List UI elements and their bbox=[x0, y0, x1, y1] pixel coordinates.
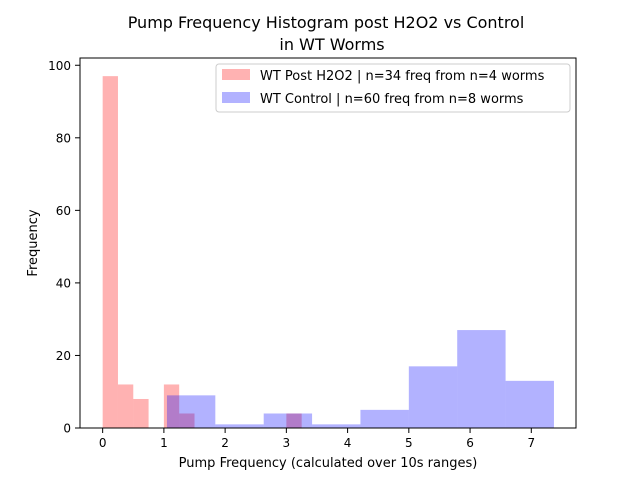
bar-series1-bin6 bbox=[457, 330, 506, 428]
bar-series1-bin7 bbox=[505, 380, 554, 428]
bars-layer bbox=[102, 76, 554, 428]
bar-series1-bin3 bbox=[312, 424, 361, 428]
y-tick-label-2: 40 bbox=[56, 276, 71, 290]
bar-series0-bin2 bbox=[133, 398, 149, 428]
bar-series0-bin5 bbox=[179, 413, 195, 428]
bar-series1-bin1 bbox=[215, 424, 264, 428]
bar-series1-bin4 bbox=[360, 409, 409, 428]
y-tick-label-5: 100 bbox=[48, 59, 71, 73]
y-tick-label-0: 0 bbox=[63, 422, 71, 436]
y-axis-label: Frequency bbox=[26, 209, 41, 276]
bar-series1-bin2 bbox=[263, 413, 313, 428]
bar-series0-bin6 bbox=[286, 413, 302, 428]
x-tick-label-7: 7 bbox=[527, 436, 535, 450]
bar-series0-bin1 bbox=[117, 384, 134, 428]
plot-frame bbox=[79, 57, 577, 429]
bar-series1-bin5 bbox=[408, 366, 458, 428]
x-tick-label-5: 5 bbox=[405, 436, 413, 450]
ticks-layer: 0 1 2 3 4 5 6 7 0 20 40 60 80 100 bbox=[48, 59, 535, 450]
x-tick-label-0: 0 bbox=[99, 436, 107, 450]
x-tick-label-4: 4 bbox=[344, 436, 352, 450]
x-axis-label: Pump Frequency (calculated over 10s rang… bbox=[179, 456, 478, 471]
legend-label-post-h2o2: WT Post H2O2 | n=34 freq from n=4 worms bbox=[260, 69, 545, 84]
chart-subtitle: in WT Worms bbox=[279, 35, 384, 54]
legend-label-control: WT Control | n=60 freq from n=8 worms bbox=[260, 92, 524, 107]
legend-swatch-post-h2o2 bbox=[222, 69, 250, 80]
x-tick-label-3: 3 bbox=[283, 436, 291, 450]
y-tick-label-4: 80 bbox=[56, 131, 71, 145]
bar-series0-bin0 bbox=[102, 76, 118, 428]
chart-title: Pump Frequency Histogram post H2O2 vs Co… bbox=[128, 13, 525, 32]
legend-box bbox=[215, 63, 571, 113]
legend: WT Post H2O2 | n=34 freq from n=4 worms … bbox=[215, 63, 571, 113]
legend-swatch-control bbox=[222, 92, 250, 103]
y-tick-label-3: 60 bbox=[56, 204, 71, 218]
bar-series1-bin0 bbox=[166, 395, 216, 428]
x-tick-label-6: 6 bbox=[466, 436, 474, 450]
x-tick-label-2: 2 bbox=[221, 436, 229, 450]
y-tick-label-1: 20 bbox=[56, 349, 71, 363]
x-tick-label-1: 1 bbox=[160, 436, 168, 450]
bar-series0-bin4 bbox=[163, 384, 180, 428]
